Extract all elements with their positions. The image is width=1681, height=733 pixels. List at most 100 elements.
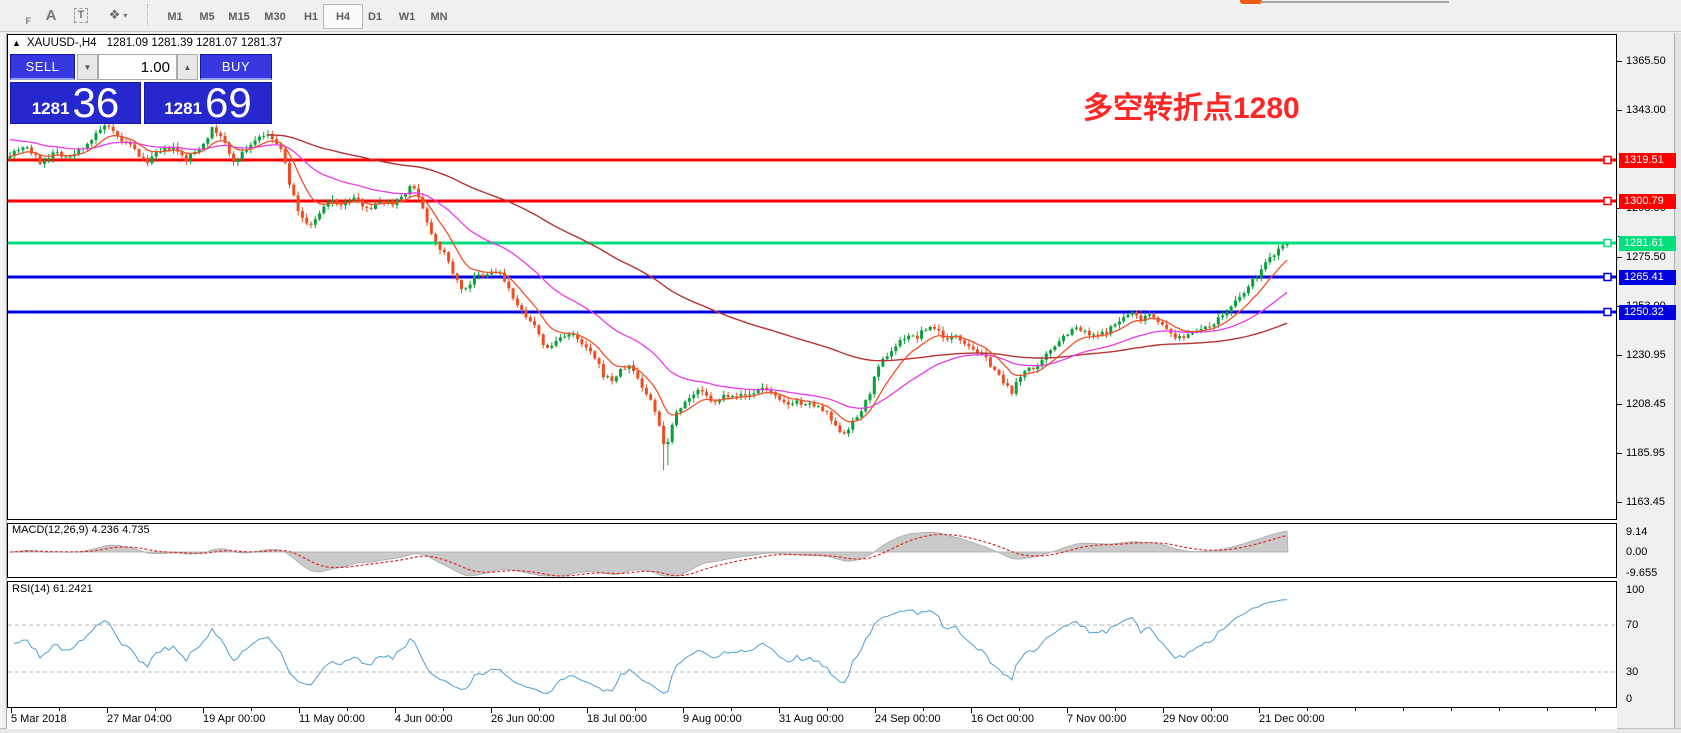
time-tick-mark xyxy=(683,708,684,713)
pane-divider[interactable] xyxy=(7,520,1617,523)
time-tick-mark xyxy=(1019,708,1020,711)
price-line-badge: 1265.41 xyxy=(1619,270,1676,285)
pane-divider[interactable] xyxy=(7,578,1617,581)
time-tick-mark xyxy=(107,708,108,713)
time-axis-label: 21 Dec 00:00 xyxy=(1259,713,1325,725)
timeframe-button-h1[interactable]: H1 xyxy=(303,10,319,23)
time-tick-mark xyxy=(1355,708,1356,711)
shapes-dropdown-icon[interactable]: ❖ ▾ xyxy=(108,7,128,22)
time-tick-mark xyxy=(251,708,252,711)
time-tick-mark xyxy=(155,708,156,711)
one-click-toggle-icon[interactable]: ▲ xyxy=(12,38,21,48)
time-tick-mark xyxy=(1547,708,1548,711)
time-axis-label: 9 Aug 00:00 xyxy=(683,713,742,725)
chevron-down-icon: ▾ xyxy=(123,10,128,20)
time-tick-mark xyxy=(731,708,732,711)
text-label-icon[interactable]: A xyxy=(45,6,57,24)
time-axis-label: 26 Jun 00:00 xyxy=(491,713,555,725)
price-tick-label: 1208.45 xyxy=(1626,398,1666,410)
timeframe-button-mn[interactable]: MN xyxy=(430,10,448,23)
symbol-label: XAUUSD-,H4 xyxy=(26,37,97,49)
rsi-scale-label: 100 xyxy=(1626,584,1645,596)
price-line-badge: 1300.79 xyxy=(1619,194,1676,209)
macd-label: MACD(12,26,9) 4.236 4.735 xyxy=(12,524,150,536)
time-tick-mark xyxy=(539,708,540,711)
time-axis: 5 Mar 2018 27 Mar 04:00 19 Apr 00:00 11 May… xyxy=(7,708,1617,729)
price-tick-label: 1343.00 xyxy=(1626,104,1666,116)
volume-input[interactable] xyxy=(98,54,177,80)
time-tick-mark xyxy=(635,708,636,711)
chart-window: ▲ XAUUSD-,H4 1281.09 1281.39 1281.07 1281.… xyxy=(0,31,1681,733)
chart-annotation: 多空转折点1280 xyxy=(1083,92,1300,125)
time-tick-mark xyxy=(1067,708,1068,713)
price-tick-mark xyxy=(1617,355,1622,356)
time-tick-mark xyxy=(203,708,204,713)
time-tick-mark xyxy=(827,708,828,711)
time-tick-mark xyxy=(875,708,876,713)
price-tick-label: 1163.45 xyxy=(1626,496,1665,508)
timeframe-button-h4[interactable]: H4 xyxy=(323,4,363,29)
price-tick-mark xyxy=(1617,453,1622,454)
timeframe-button-m1[interactable]: M1 xyxy=(167,10,183,23)
timeframe-button-m5[interactable]: M5 xyxy=(199,10,215,23)
price-tick-label: 1230.95 xyxy=(1626,349,1666,361)
vertical-scroll-strip[interactable] xyxy=(1674,33,1681,729)
time-axis-label: 24 Sep 00:00 xyxy=(875,713,941,725)
window-edge-left xyxy=(1,33,7,729)
sell-price-big: 36 xyxy=(72,79,120,126)
rsi-pane[interactable] xyxy=(7,581,1617,708)
macd-values: 4.236 4.735 xyxy=(91,524,150,536)
rsi-label: RSI(14) 61.2421 xyxy=(12,583,93,595)
time-axis-label: 16 Oct 00:00 xyxy=(971,713,1034,725)
timeframe-button-m15[interactable]: M15 xyxy=(228,10,250,23)
time-tick-mark xyxy=(1403,708,1404,711)
price-line-badge: 1250.32 xyxy=(1619,305,1676,320)
time-axis-label: 5 Mar 2018 xyxy=(11,713,67,725)
timeframe-button-m30[interactable]: M30 xyxy=(264,10,286,23)
indicator-list-icon[interactable]: F xyxy=(6,3,34,27)
price-tick-label: 1365.50 xyxy=(1626,55,1666,67)
volume-decrease-button[interactable]: ▼ xyxy=(77,54,98,80)
price-tick-label: 1275.50 xyxy=(1626,251,1666,263)
time-tick-mark xyxy=(971,708,972,713)
time-axis-label: 31 Aug 00:00 xyxy=(779,713,844,725)
time-tick-mark xyxy=(11,708,12,713)
timeframe-button-w1[interactable]: W1 xyxy=(398,10,416,23)
time-tick-mark xyxy=(1595,708,1596,711)
text-box-icon[interactable]: T xyxy=(68,3,94,27)
buy-price-prefix: 1281 xyxy=(164,99,203,118)
buy-button[interactable]: BUY xyxy=(200,54,272,80)
time-tick-mark xyxy=(1259,708,1260,713)
price-tick-mark xyxy=(1617,404,1622,405)
price-tick-label: 1185.95 xyxy=(1626,447,1665,459)
rsi-scale-label: 70 xyxy=(1626,619,1639,631)
sell-button[interactable]: SELL xyxy=(10,54,75,80)
time-tick-mark xyxy=(347,708,348,711)
time-axis-label: 4 Jun 00:00 xyxy=(395,713,453,725)
time-axis-label: 29 Nov 00:00 xyxy=(1163,713,1229,725)
time-tick-mark xyxy=(1115,708,1116,711)
macd-pane[interactable] xyxy=(7,523,1617,578)
price-line-badge: 1319.51 xyxy=(1619,153,1676,168)
price-tick-mark xyxy=(1617,110,1622,111)
time-axis-label: 7 Nov 00:00 xyxy=(1067,713,1127,725)
partial-window-border xyxy=(1261,1,1449,3)
one-click-trading-panel: SELL ▼ ▲ BUY 1281 36 1281 69 xyxy=(10,54,272,124)
price-tick-mark xyxy=(1617,502,1622,503)
timeframe-button-d1[interactable]: D1 xyxy=(367,10,383,23)
time-tick-mark xyxy=(395,708,396,713)
buy-price-big: 69 xyxy=(205,79,252,126)
time-tick-mark xyxy=(1163,708,1164,713)
volume-increase-button[interactable]: ▲ xyxy=(177,54,198,80)
toolbar: F A T ❖ ▾ M1 M5 M15 M30 H1 H4 D1 W1 MN xyxy=(0,0,1681,32)
buy-price-display[interactable]: 1281 69 xyxy=(144,82,272,124)
toolbar-separator xyxy=(147,4,148,26)
price-line-badge: 1281.61 xyxy=(1619,236,1676,251)
time-axis-label: 27 Mar 04:00 xyxy=(107,713,172,725)
time-axis-label: 11 May 00:00 xyxy=(299,713,365,725)
time-tick-mark xyxy=(587,708,588,713)
rsi-scale-label: 30 xyxy=(1626,666,1639,678)
time-tick-mark xyxy=(1499,708,1500,711)
sell-price-display[interactable]: 1281 36 xyxy=(10,82,141,124)
